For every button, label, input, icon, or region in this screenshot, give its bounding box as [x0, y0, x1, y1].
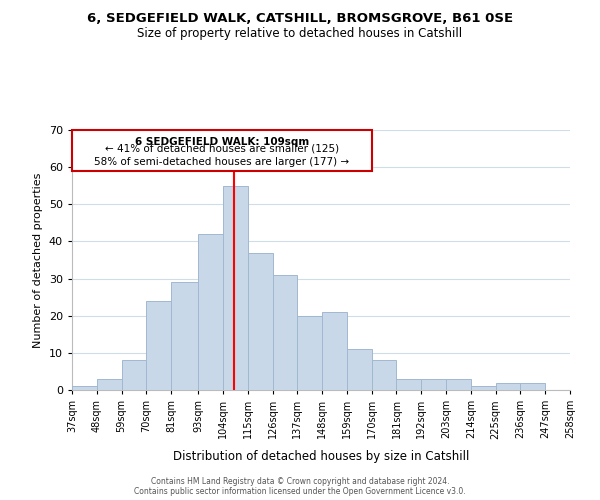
- Bar: [198, 234, 223, 390]
- Bar: [223, 186, 248, 390]
- Text: 58% of semi-detached houses are larger (177) →: 58% of semi-detached houses are larger (…: [94, 156, 349, 166]
- Y-axis label: Number of detached properties: Number of detached properties: [33, 172, 43, 348]
- Bar: [122, 360, 146, 390]
- Bar: [421, 379, 446, 390]
- Bar: [72, 130, 372, 171]
- Bar: [298, 316, 322, 390]
- X-axis label: Distribution of detached houses by size in Catshill: Distribution of detached houses by size …: [173, 450, 469, 462]
- Bar: [272, 275, 298, 390]
- Bar: [248, 252, 272, 390]
- Bar: [97, 379, 122, 390]
- Bar: [72, 386, 97, 390]
- Text: 6, SEDGEFIELD WALK, CATSHILL, BROMSGROVE, B61 0SE: 6, SEDGEFIELD WALK, CATSHILL, BROMSGROVE…: [87, 12, 513, 26]
- Bar: [471, 386, 496, 390]
- Text: Size of property relative to detached houses in Catshill: Size of property relative to detached ho…: [137, 28, 463, 40]
- Bar: [347, 349, 372, 390]
- Text: Contains public sector information licensed under the Open Government Licence v3: Contains public sector information licen…: [134, 487, 466, 496]
- Text: 6 SEDGEFIELD WALK: 109sqm: 6 SEDGEFIELD WALK: 109sqm: [135, 138, 309, 147]
- Bar: [171, 282, 198, 390]
- Text: ← 41% of detached houses are smaller (125): ← 41% of detached houses are smaller (12…: [105, 144, 339, 154]
- Bar: [520, 382, 545, 390]
- Bar: [372, 360, 397, 390]
- Bar: [496, 382, 520, 390]
- Bar: [446, 379, 471, 390]
- Bar: [146, 301, 171, 390]
- Bar: [397, 379, 421, 390]
- Bar: [322, 312, 347, 390]
- Text: Contains HM Land Registry data © Crown copyright and database right 2024.: Contains HM Land Registry data © Crown c…: [151, 477, 449, 486]
